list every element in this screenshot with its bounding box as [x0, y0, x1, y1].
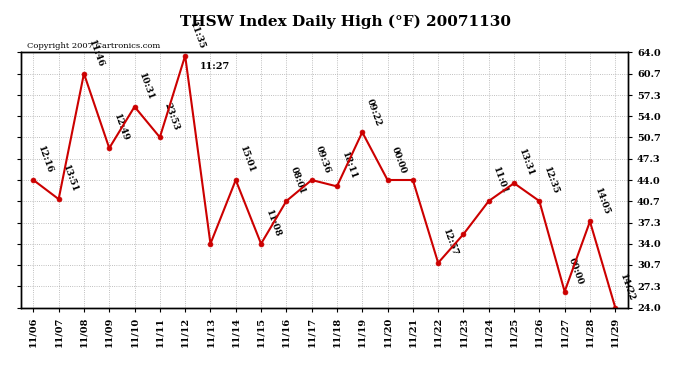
Text: 14:05: 14:05: [593, 186, 611, 216]
Text: 14:22: 14:22: [618, 272, 636, 302]
Text: Copyright 2007 Cartronics.com: Copyright 2007 Cartronics.com: [27, 42, 160, 50]
Text: 09:22: 09:22: [365, 97, 383, 127]
Text: 00:00: 00:00: [390, 146, 408, 175]
Text: 11:27: 11:27: [200, 62, 230, 71]
Text: 23:53: 23:53: [162, 102, 181, 132]
Text: 12:49: 12:49: [112, 113, 130, 143]
Text: 13:51: 13:51: [61, 164, 79, 194]
Text: 12:16: 12:16: [36, 145, 55, 175]
Text: 11:01: 11:01: [491, 166, 510, 196]
Text: 11:08: 11:08: [264, 209, 282, 238]
Text: 09:36: 09:36: [314, 145, 333, 175]
Text: 15:01: 15:01: [238, 145, 257, 175]
Text: 11:35: 11:35: [188, 20, 206, 51]
Text: 12:35: 12:35: [542, 166, 560, 196]
Text: 12:57: 12:57: [441, 228, 459, 258]
Text: THSW Index Daily High (°F) 20071130: THSW Index Daily High (°F) 20071130: [179, 15, 511, 29]
Text: 13:31: 13:31: [517, 148, 535, 178]
Text: 18:11: 18:11: [339, 151, 358, 181]
Text: 11:46: 11:46: [86, 38, 105, 68]
Text: 10:31: 10:31: [137, 72, 155, 102]
Text: 00:00: 00:00: [567, 257, 585, 286]
Text: 08:01: 08:01: [289, 166, 307, 196]
